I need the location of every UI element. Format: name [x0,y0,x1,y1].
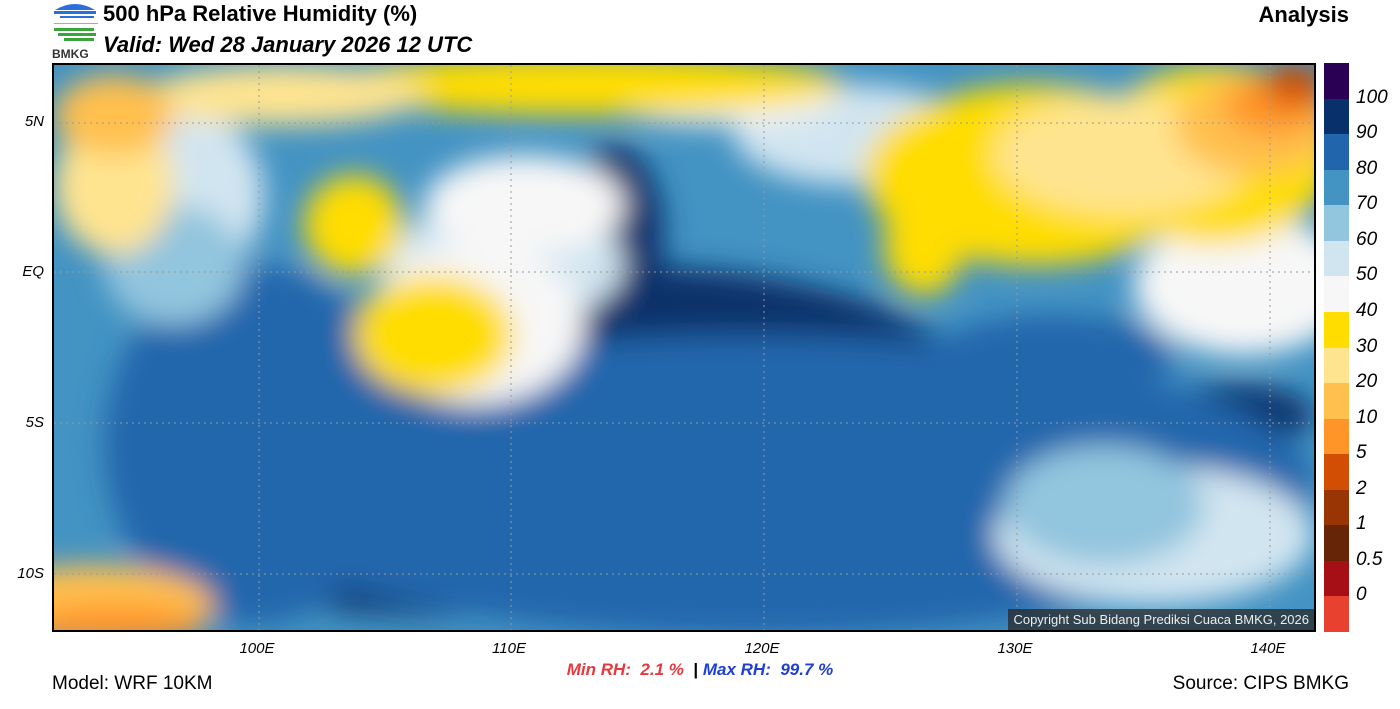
lat-label-10s: 10S [17,565,44,582]
colorbar-label: 1 [1356,513,1367,535]
colorbar-segment [1324,276,1349,312]
colorbar-segment [1324,134,1349,170]
colorbar-label: 70 [1356,193,1378,215]
colorbar-label: 5 [1356,442,1367,464]
colorbar [1324,63,1349,632]
lon-label-100e: 100E [239,640,275,657]
humidity-region [104,265,404,625]
lat-label-5s: 5S [25,414,44,431]
lon-label-110e: 110E [492,640,526,657]
humidity-region [324,65,844,115]
colorbar-label: 100 [1356,86,1388,108]
colorbar-segment [1324,418,1349,455]
colorbar-segment [1324,63,1349,99]
colorbar-segment [1324,347,1349,384]
max-rh-value: 99.7 % [780,660,834,679]
min-rh-label: Min RH: [566,660,631,679]
svg-text:BMKG: BMKG [52,47,89,60]
humidity-region [1264,65,1314,105]
colorbar-segment [1324,240,1349,277]
colorbar-segment [1324,169,1349,206]
bmkg-logo: BMKG [50,0,100,61]
colorbar-label: 0 [1356,584,1367,606]
colorbar-label: 2 [1356,477,1367,499]
humidity-region [144,65,424,125]
colorbar-label: 0.5 [1356,548,1383,570]
analysis-label: Analysis [1258,2,1350,27]
humidity-region [1134,215,1314,355]
colorbar-label: 80 [1356,157,1378,179]
colorbar-label: 30 [1356,335,1378,357]
model-label: Model: WRF 10KM [52,673,213,694]
humidity-region [304,175,404,275]
humidity-region [54,605,204,630]
lon-label-120e: 120E [744,640,780,657]
lat-label-eq: EQ [22,263,44,280]
valid-time: Valid: Wed 28 January 2026 12 UTC [103,32,473,57]
chart-title: 500 hPa Relative Humidity (%) [103,1,418,26]
humidity-map [52,63,1316,632]
colorbar-segment [1324,205,1349,241]
humidity-region [54,75,174,155]
colorbar-label: 90 [1356,122,1378,144]
humidity-region [934,315,1174,395]
colorbar-segment [1324,560,1349,597]
min-rh-value: 2.1 % [640,660,684,679]
colorbar-label: 20 [1356,371,1378,393]
colorbar-label: 10 [1356,406,1378,428]
colorbar-segment [1324,454,1349,490]
humidity-region [884,195,964,295]
min-max-rh: Min RH: 2.1 % | Max RH: 99.7 % [0,660,1400,680]
colorbar-segment [1324,383,1349,419]
source-label: Source: CIPS BMKG [1172,673,1349,694]
colorbar-label: 40 [1356,299,1378,321]
copyright-notice: Copyright Sub Bidang Prediksi Cuaca BMKG… [1008,609,1314,630]
colorbar-segment [1324,489,1349,526]
humidity-region [424,155,624,255]
humidity-region [1004,445,1204,565]
separator: | [693,660,699,679]
lon-label-130e: 130E [997,640,1033,657]
colorbar-segment [1324,98,1349,135]
colorbar-label: 50 [1356,264,1378,286]
colorbar-segment [1324,525,1349,561]
humidity-region [54,115,174,255]
colorbar-label: 60 [1356,228,1378,250]
humidity-region [354,275,514,395]
colorbar-segment [1324,596,1349,632]
lat-label-5n: 5N [24,113,44,130]
max-rh-label: Max RH: [702,660,771,679]
lon-label-140e: 140E [1250,640,1286,657]
colorbar-segment [1324,311,1349,348]
